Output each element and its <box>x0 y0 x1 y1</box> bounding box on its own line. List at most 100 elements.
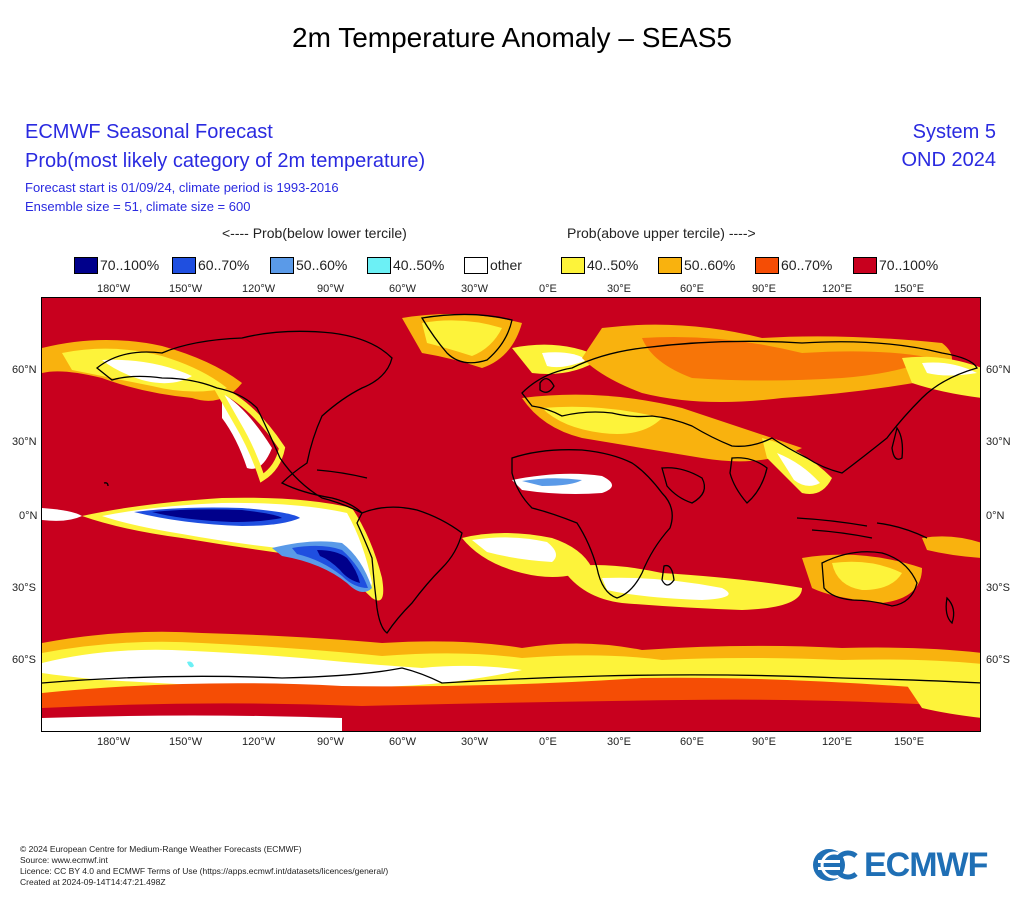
lon-tick-top: 60°E <box>680 283 704 295</box>
lon-tick-top: 30°W <box>461 283 489 295</box>
arabia-coast <box>661 467 706 504</box>
legend-label: 70..100% <box>100 257 160 273</box>
forecast-start-text: Forecast start is 01/09/24, climate peri… <box>25 180 339 195</box>
forecast-title: ECMWF Seasonal Forecast <box>25 121 273 143</box>
legend-item: 60..70% <box>755 255 832 275</box>
legend-label: 40..50% <box>587 257 639 273</box>
australia-coast <box>821 551 918 607</box>
logo-text: ECMWF <box>864 845 988 884</box>
ecmwf-logo-icon <box>813 849 858 881</box>
legend-item: other <box>464 255 522 275</box>
ensemble-size-text: Ensemble size = 51, climate size = 600 <box>25 199 251 214</box>
hawaii-coast <box>103 482 109 487</box>
legend-label: 50..60% <box>296 257 348 273</box>
lon-tick-bottom: 150°E <box>894 736 925 748</box>
europe-asia-coast <box>521 340 978 474</box>
source-text: Source: www.ecmwf.int <box>20 855 108 865</box>
legend-swatch <box>853 256 877 274</box>
legend-label: other <box>490 257 522 273</box>
uk-coast <box>539 378 555 393</box>
lon-tick-bottom: 30°W <box>461 736 489 748</box>
lon-tick-top: 30°E <box>607 283 631 295</box>
lon-tick-bottom: 60°E <box>680 736 704 748</box>
legend-swatch <box>367 256 391 274</box>
coastlines <box>42 313 980 684</box>
lon-tick-bottom: 90°W <box>317 736 345 748</box>
probability-map <box>42 298 980 731</box>
lon-tick-top: 90°E <box>752 283 776 295</box>
lon-tick-top: 0°E <box>539 283 557 295</box>
lat-tick-left: 0°N <box>19 510 38 522</box>
lat-tick-right: 0°N <box>986 510 1005 522</box>
legend-swatch <box>755 256 779 274</box>
legend-item: 50..60% <box>658 255 735 275</box>
lon-tick-top: 60°W <box>389 283 417 295</box>
lon-tick-bottom: 90°E <box>752 736 776 748</box>
copyright-text: © 2024 European Centre for Medium-Range … <box>20 844 302 854</box>
madagascar-coast <box>661 564 675 586</box>
lon-tick-bottom: 120°E <box>822 736 853 748</box>
lon-tick-top: 150°E <box>894 283 925 295</box>
forecast-subtitle: Prob(most likely category of 2m temperat… <box>25 150 426 172</box>
legend-label: 60..70% <box>781 257 833 273</box>
map-panel <box>41 297 981 732</box>
lon-tick-bottom: 0°E <box>539 736 557 748</box>
legend-label: 40..50% <box>393 257 445 273</box>
lon-tick-top: 180°W <box>97 283 131 295</box>
lat-tick-right: 60°S <box>986 654 1010 666</box>
lat-tick-right: 60°N <box>986 364 1011 376</box>
japan-coast <box>891 426 904 460</box>
antarctica-coast <box>42 667 980 684</box>
lon-tick-top: 150°W <box>169 283 203 295</box>
legend-item: 70..100% <box>853 255 938 275</box>
legend-label: 50..60% <box>684 257 736 273</box>
lon-tick-bottom: 180°W <box>97 736 131 748</box>
lat-tick-left: 30°N <box>12 436 37 448</box>
legend-item: 50..60% <box>270 255 347 275</box>
licence-text: Licence: CC BY 4.0 and ECMWF Terms of Us… <box>20 866 389 876</box>
legend-item: 40..50% <box>367 255 444 275</box>
legend-swatch <box>658 256 682 274</box>
created-text: Created at 2024-09-14T14:47:21.498Z <box>20 877 166 887</box>
new-zealand-coast <box>945 596 955 625</box>
africa-coast <box>511 449 673 599</box>
legend-swatch <box>74 256 98 274</box>
indonesia-coast <box>796 517 928 539</box>
lat-tick-right: 30°S <box>986 582 1010 594</box>
legend-swatch <box>464 256 488 274</box>
legend-above-label: Prob(above upper tercile) ----> <box>567 225 756 241</box>
pacific-cold-tongue <box>42 497 384 601</box>
lon-tick-top: 120°W <box>242 283 276 295</box>
north-america-coast <box>95 330 393 514</box>
footer: © 2024 European Centre for Medium-Range … <box>20 844 388 888</box>
page-title: 2m Temperature Anomaly – SEAS5 <box>292 22 732 53</box>
sahara-cool-patch <box>522 478 582 486</box>
legend-label: 60..70% <box>198 257 250 273</box>
greenland-coast <box>420 313 513 364</box>
south-subtropic-anomaly <box>462 533 980 610</box>
ecmwf-logo: ECMWF <box>812 845 988 885</box>
lon-tick-bottom: 120°W <box>242 736 276 748</box>
legend-item: 70..100% <box>74 255 159 275</box>
south-america-coast <box>356 506 463 634</box>
lat-tick-right: 30°N <box>986 436 1011 448</box>
legend-swatch <box>172 256 196 274</box>
india-coast <box>729 457 768 504</box>
lat-tick-left: 60°S <box>12 654 36 666</box>
legend-label: 70..100% <box>879 257 939 273</box>
legend-swatch <box>270 256 294 274</box>
lon-tick-bottom: 30°E <box>607 736 631 748</box>
caribbean-coast <box>316 469 368 479</box>
lon-tick-top: 120°E <box>822 283 853 295</box>
lon-tick-bottom: 60°W <box>389 736 417 748</box>
lon-tick-top: 90°W <box>317 283 345 295</box>
legend-swatch <box>561 256 585 274</box>
legend-below-label: <---- Prob(below lower tercile) <box>222 225 407 241</box>
lat-tick-left: 30°S <box>12 582 36 594</box>
southern-ocean-anomaly <box>42 631 980 731</box>
legend-item: 60..70% <box>172 255 249 275</box>
system-label: System 5 <box>912 121 996 143</box>
period-label: OND 2024 <box>901 149 997 171</box>
lat-tick-left: 60°N <box>12 364 37 376</box>
legend-item: 40..50% <box>561 255 638 275</box>
